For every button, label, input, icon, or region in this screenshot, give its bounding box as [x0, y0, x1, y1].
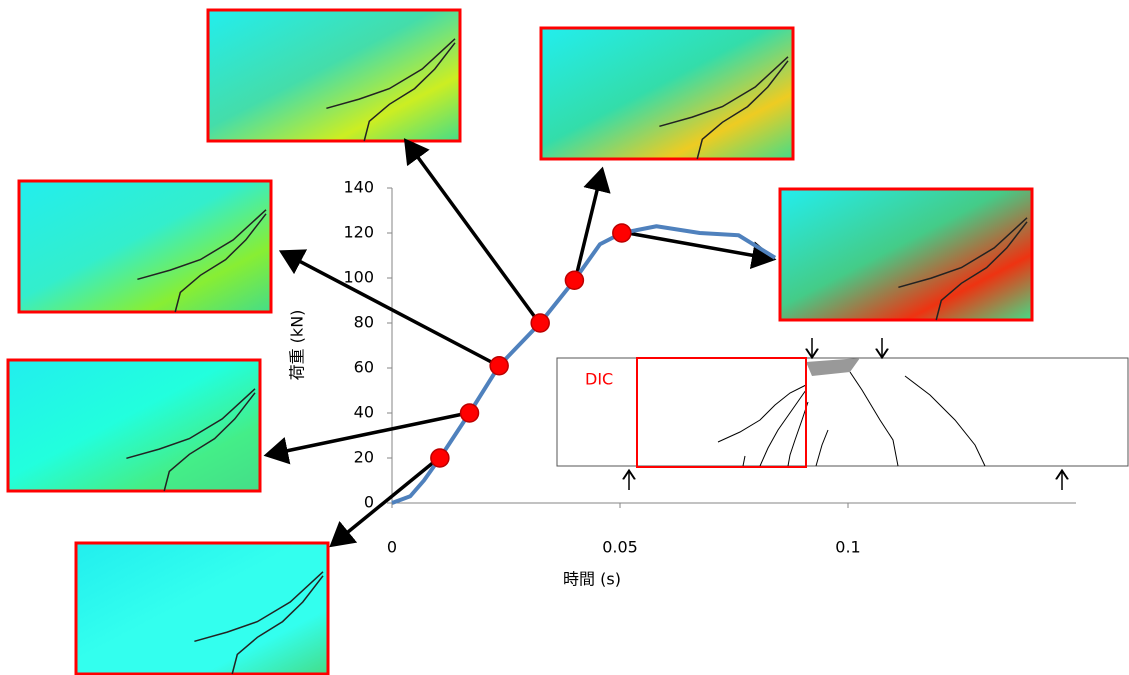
x-tick-label: 0.1: [835, 538, 860, 557]
x-tick-label: 0: [387, 538, 397, 557]
y-tick-label: 140: [343, 178, 374, 197]
y-tick-label: 0: [364, 493, 374, 512]
y-tick-label: 60: [354, 358, 374, 377]
arrow: [332, 457, 440, 545]
x-tick-label: 0.05: [602, 538, 638, 557]
annotation: DIC: [585, 370, 613, 389]
dic-image: [541, 28, 793, 159]
marker: [565, 271, 583, 289]
dic-image: [19, 181, 271, 312]
arrow: [575, 170, 602, 281]
marker: [431, 449, 449, 467]
marker: [613, 224, 631, 242]
page: {"chart_data": {"type": "line", "x_label…: [0, 0, 1129, 675]
y-tick-label: 100: [343, 268, 374, 287]
dic-image: [8, 360, 260, 491]
beam-diagram: DIC: [557, 338, 1128, 490]
x-axis-label: 時間 (s): [563, 570, 621, 589]
arrow: [282, 252, 499, 366]
y-tick-label: 40: [354, 403, 374, 422]
y-tick-label: 20: [354, 448, 374, 467]
marker: [490, 357, 508, 375]
y-axis-label: 荷重 (kN): [288, 310, 307, 381]
y-tick-label: 120: [343, 223, 374, 242]
chart: DIC 時間 (s) 荷重 (kN) 0 20 40 60 80 100 120 140 0 0.…: [0, 0, 1129, 675]
dic-image: [76, 543, 328, 674]
dic-image: [208, 10, 460, 141]
arrow: [406, 141, 540, 324]
arrow: [622, 232, 773, 259]
marker: [461, 404, 479, 422]
y-tick-label: 80: [354, 313, 374, 332]
line-series: [392, 226, 775, 503]
dic-image: [780, 189, 1032, 320]
marker: [531, 314, 549, 332]
